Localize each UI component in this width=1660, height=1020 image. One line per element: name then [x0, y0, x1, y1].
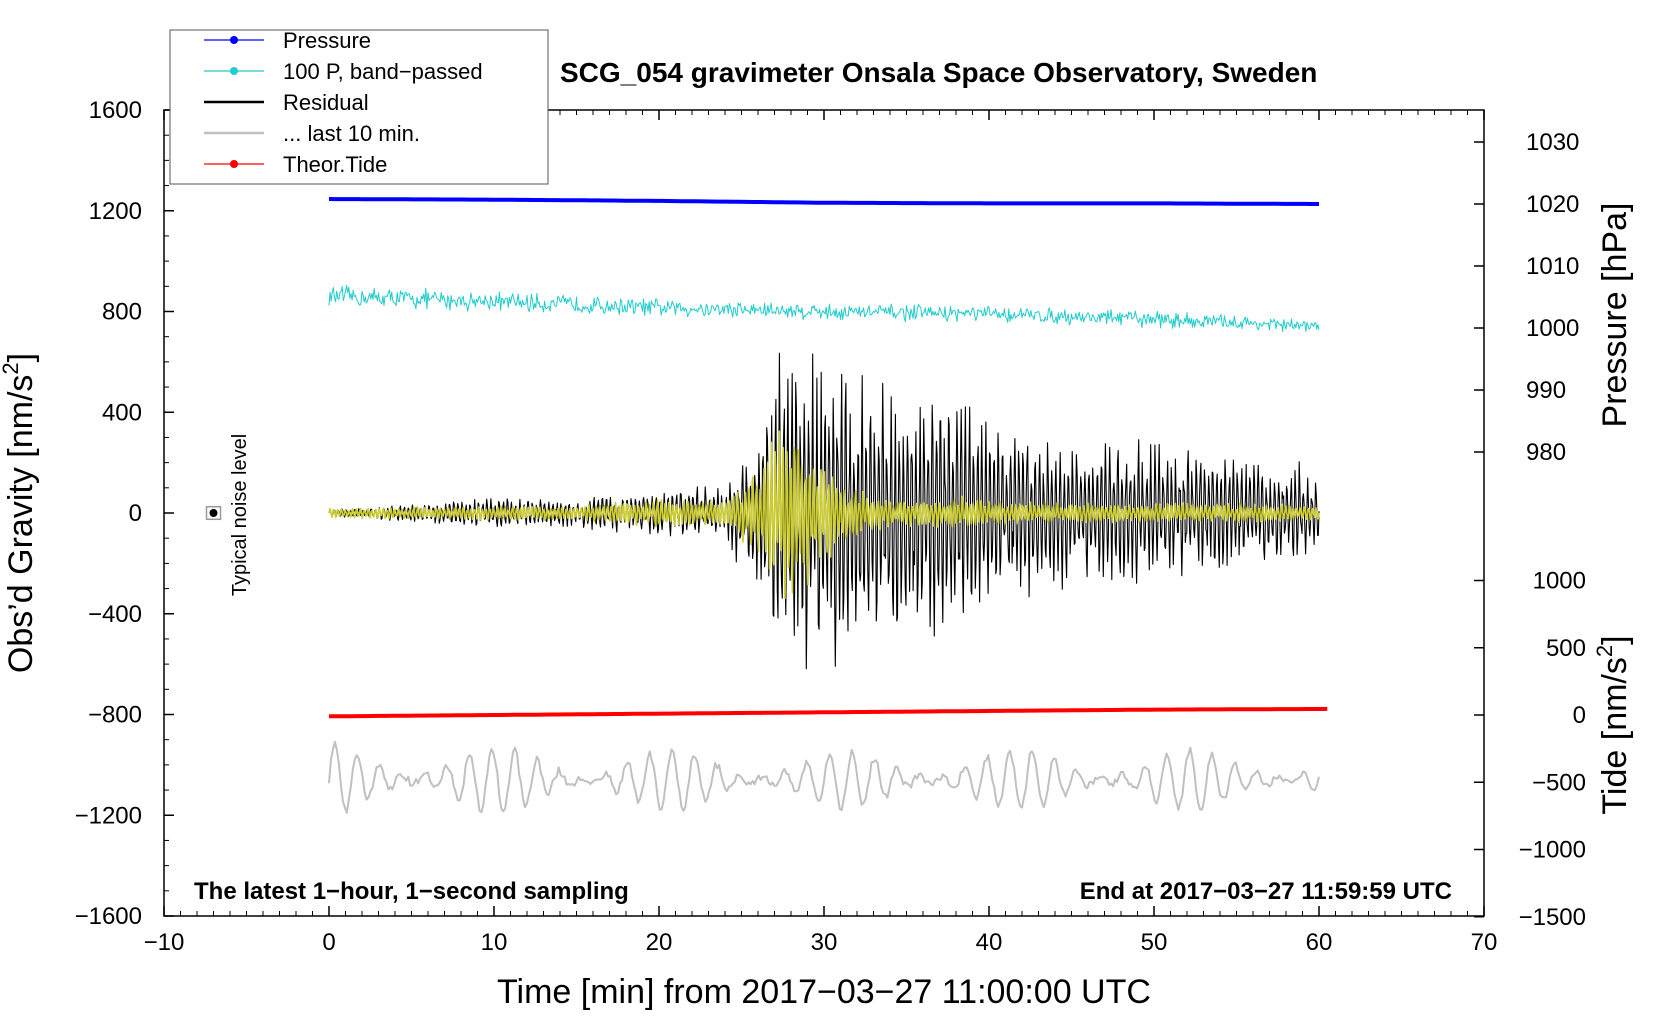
pressure-axis-label: Pressure [hPa]: [1596, 203, 1634, 428]
chart-title: SCG_054 gravimeter Onsala Space Observat…: [560, 57, 1317, 88]
tide-axis-label-sup: 2: [1592, 645, 1617, 657]
tide-axis-ticks: 1000 500 0 −500 −1000 −1500: [1474, 568, 1586, 931]
y-tick-label: −1600: [75, 903, 142, 930]
x-tick-label: 40: [976, 929, 1003, 956]
y-tick-label: 400: [102, 399, 142, 426]
y-axis-label-main: Obs’d Gravity [nm/s: [2, 375, 40, 674]
tide-tick-label: 500: [1546, 635, 1586, 662]
y-tick-label: −400: [88, 601, 142, 628]
series-surface-wave-band-passed: [328, 430, 1320, 599]
series-100-p-band-passed: [328, 284, 1320, 333]
legend-label: Theor.Tide: [283, 152, 387, 177]
series-theor-tide: [329, 706, 1328, 719]
y-axis-label-sup: 2: [0, 362, 23, 374]
legend-label: ... last 10 min.: [283, 121, 420, 146]
legend-label: Residual: [283, 90, 369, 115]
pressure-tick-label: 1030: [1526, 129, 1579, 156]
x-tick-label: 60: [1306, 929, 1333, 956]
noise-level-label: Typical noise level: [229, 434, 251, 596]
y-tick-label: 800: [102, 299, 142, 326]
tide-tick-label: −500: [1532, 769, 1586, 796]
pressure-tick-label: 1020: [1526, 191, 1579, 218]
noise-point: [209, 509, 218, 517]
legend: Pressure 100 P, band−passed Residual ... la…: [169, 28, 549, 185]
legend-label: 100 P, band−passed: [283, 59, 483, 84]
x-axis-ticks: −10 0 10 20 30 40 50 60 70: [144, 110, 1498, 956]
x-tick-label: 30: [811, 929, 838, 956]
x-tick-label: 20: [646, 929, 673, 956]
y-axis-label-end: ]: [2, 353, 40, 362]
legend-marker: [230, 160, 238, 168]
y-tick-label: 0: [129, 500, 142, 527]
tide-axis-label: Tide [nm/s2]: [1592, 635, 1634, 814]
y-axis-ticks: 1600 1200 800 400 0 −400 −800 −1200 −1600: [75, 97, 174, 930]
pressure-axis-ticks: 1030 1020 1010 1000 990 980: [1474, 129, 1579, 466]
series-last-10-min: [328, 740, 1320, 814]
pressure-tick-label: 990: [1526, 377, 1566, 404]
sampling-note: The latest 1−hour, 1−second sampling: [194, 878, 629, 905]
series-pressure: [328, 197, 1319, 206]
tide-axis-label-main: Tide [nm/s: [1596, 657, 1634, 814]
y-tick-label: −800: [88, 702, 142, 729]
y-tick-label: 1600: [89, 97, 142, 124]
pressure-tick-label: 1010: [1526, 253, 1579, 280]
tide-axis-label-end: ]: [1596, 635, 1634, 644]
end-time-note: End at 2017−03−27 11:59:59 UTC: [1080, 878, 1452, 905]
noise-error-bar: [205, 505, 222, 521]
y-tick-label: −1200: [75, 802, 142, 829]
tide-tick-label: −1000: [1519, 837, 1586, 864]
y-tick-label: 1200: [89, 198, 142, 225]
pressure-tick-label: 980: [1526, 439, 1566, 466]
tide-tick-label: 1000: [1533, 568, 1586, 595]
noise-marker: [205, 505, 222, 521]
x-tick-label: 0: [322, 929, 335, 956]
legend-box: [169, 29, 549, 185]
x-tick-label: 10: [481, 929, 508, 956]
x-axis-label: Time [min] from 2017−03−27 11:00:00 UTC: [497, 973, 1151, 1011]
x-tick-label: 70: [1471, 929, 1498, 956]
legend-marker: [230, 36, 238, 44]
series-layer: [328, 197, 1328, 814]
tide-tick-label: 0: [1573, 702, 1586, 729]
x-tick-label: 50: [1141, 929, 1168, 956]
pressure-tick-label: 1000: [1526, 315, 1579, 342]
x-tick-label: −10: [144, 929, 185, 956]
legend-label: Pressure: [283, 28, 371, 53]
tide-tick-label: −1500: [1519, 904, 1586, 931]
legend-marker: [230, 67, 238, 75]
y-axis-label: Obs’d Gravity [nm/s2]: [0, 353, 40, 673]
